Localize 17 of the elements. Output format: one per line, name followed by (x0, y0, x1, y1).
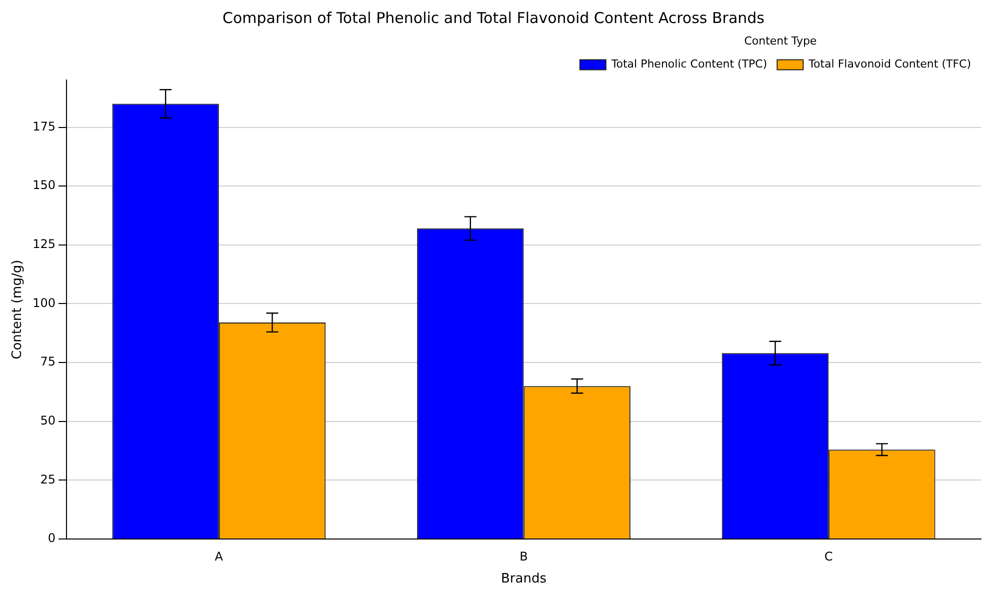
y-tick-label: 0 (48, 531, 56, 546)
x-tick-label: A (214, 549, 224, 564)
legend-label: Total Phenolic Content (TPC) (610, 58, 768, 71)
y-tick-label: 125 (32, 237, 56, 252)
y-tick-label: 50 (40, 413, 56, 428)
y-tick-label: 25 (40, 472, 56, 486)
x-axis-title: Brands (501, 572, 547, 587)
y-tick-label: 150 (32, 178, 56, 192)
y-tick-label: 175 (32, 119, 56, 134)
chart-title: Comparison of Total Phenolic and Total Flavonoid Content Across Brands (222, 8, 765, 27)
legend-title: Content Type (744, 34, 817, 48)
y-tick-label: 100 (32, 296, 56, 310)
x-tick-label: C (824, 549, 833, 564)
legend-label: Total Flavonoid Content (TFC) (808, 58, 971, 71)
x-tick-label: B (520, 549, 528, 564)
y-axis-title: Content (mg/g) (10, 260, 26, 360)
y-tick-label: 75 (40, 354, 56, 369)
